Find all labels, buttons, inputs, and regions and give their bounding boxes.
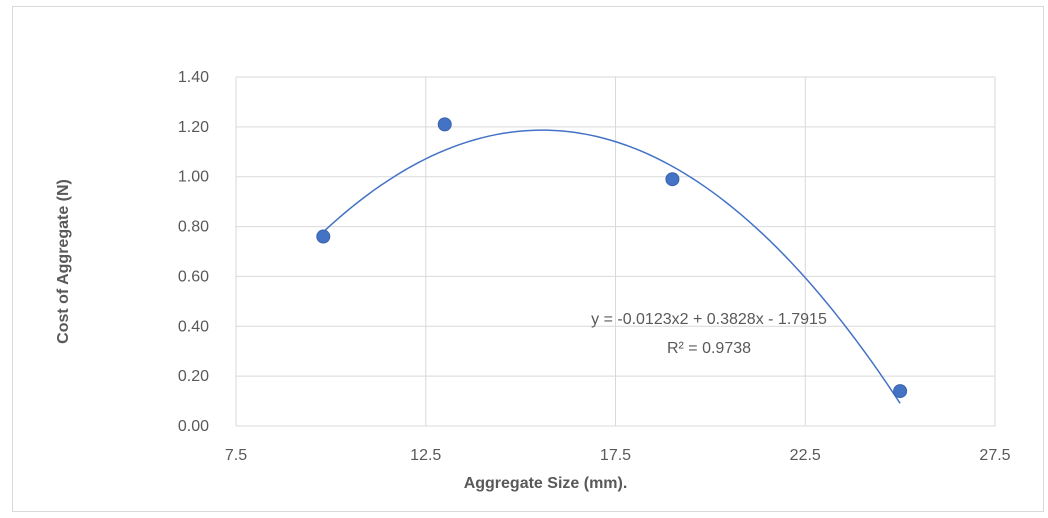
y-tick-label: 0.80 [178, 219, 209, 236]
gridlines [235, 76, 996, 427]
y-axis-label: Cost of Aggregate (N) [55, 179, 72, 344]
y-tick-label: 0.20 [178, 368, 209, 385]
trendline-equation: y = -0.0123x2 + 0.3828x - 1.7915 [591, 311, 827, 328]
trendline [322, 129, 901, 404]
data-point [893, 384, 908, 399]
x-tick-label: 27.5 [979, 447, 1010, 464]
y-tick-label: 0.40 [178, 318, 209, 335]
y-tick-label: 0.00 [178, 418, 209, 435]
data-points [316, 117, 908, 399]
x-tick-labels: 7.5 12.5 17.5 22.5 27.5 [225, 447, 1011, 464]
data-point [316, 229, 331, 244]
data-point [437, 117, 452, 132]
y-tick-label: 1.40 [178, 69, 209, 86]
x-tick-label: 17.5 [600, 447, 631, 464]
x-axis-label: Aggregate Size (mm). [464, 475, 628, 492]
x-tick-label: 7.5 [225, 447, 247, 464]
y-tick-labels: 0.00 0.20 0.40 0.60 0.80 1.00 1.20 1.40 [178, 69, 209, 435]
trendline-layer [322, 129, 901, 404]
y-tick-label: 1.00 [178, 169, 209, 186]
y-tick-label: 1.20 [178, 119, 209, 136]
y-tick-label: 0.60 [178, 268, 209, 285]
x-tick-label: 22.5 [790, 447, 821, 464]
scatter-chart: 7.5 12.5 17.5 22.5 27.5 0.00 0.20 0.40 0.60 0.80… [55, 69, 1011, 492]
trendline-r-squared: R² = 0.9738 [667, 340, 751, 357]
x-tick-label: 12.5 [410, 447, 441, 464]
data-point [665, 172, 680, 187]
chart-frame: 7.5 12.5 17.5 22.5 27.5 0.00 0.20 0.40 0.60 0.80… [12, 6, 1044, 512]
